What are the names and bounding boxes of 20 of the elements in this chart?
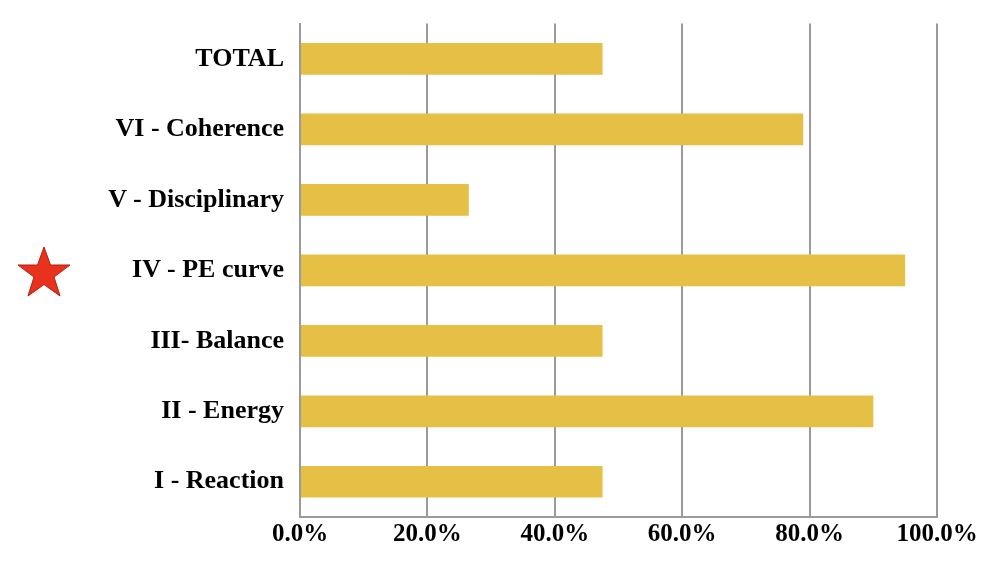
- y-tick-label: IV - PE curve: [132, 254, 284, 284]
- x-tick-label: 100.0%: [896, 519, 978, 547]
- x-tick-label: 40.0%: [520, 519, 590, 547]
- y-tick-label: III- Balance: [150, 324, 284, 354]
- bar: [301, 42, 603, 75]
- x-tick-label: 0.0%: [271, 519, 329, 547]
- y-tick-label: II - Energy: [161, 394, 284, 424]
- y-tick-label: I - Reaction: [154, 465, 285, 495]
- x-tick-label: 60.0%: [647, 519, 717, 547]
- bar: [301, 324, 603, 357]
- bar: [301, 465, 603, 498]
- x-tick-label: 20.0%: [393, 519, 462, 547]
- bar: [301, 113, 804, 146]
- bar: [301, 183, 469, 216]
- bar: [301, 254, 906, 287]
- y-tick-label: VI - Coherence: [115, 113, 284, 143]
- y-tick-label: TOTAL: [195, 42, 284, 72]
- bar: [301, 395, 874, 428]
- x-tick-label: 80.0%: [775, 519, 844, 547]
- y-tick-label: V - Disciplinary: [108, 183, 284, 213]
